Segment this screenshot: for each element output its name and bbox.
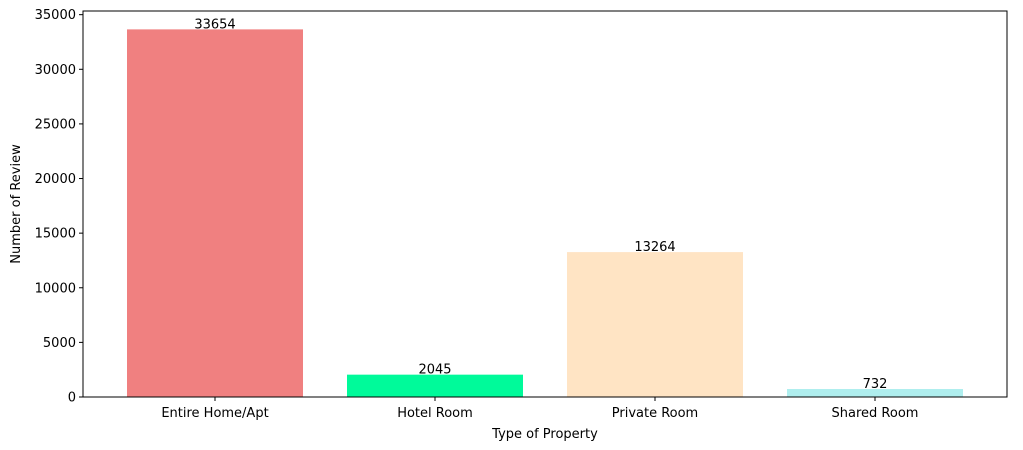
- data-label-shared-room: 732: [863, 377, 888, 392]
- x-tick-label-shared-room: Shared Room: [832, 406, 919, 421]
- y-tick-label: 15000: [35, 227, 76, 242]
- data-label-hotel-room: 2045: [418, 363, 451, 378]
- y-tick-label: 10000: [35, 281, 76, 296]
- y-tick-label: 30000: [35, 63, 76, 78]
- y-tick-label: 5000: [43, 336, 76, 351]
- data-label-entire-home-apt: 33654: [194, 17, 235, 32]
- bar-hotel-room: [347, 374, 523, 397]
- x-tick-label-hotel-room: Hotel Room: [397, 406, 473, 421]
- bars-group: [127, 29, 963, 398]
- y-axis-label: Number of Review: [9, 144, 24, 264]
- data-labels-group: 33654 2045 13264 732: [194, 17, 887, 392]
- bar-private-room: [567, 252, 743, 397]
- x-axis: Entire Home/Apt Hotel Room Private Room Sha…: [161, 397, 918, 421]
- y-tick-label: 35000: [35, 8, 76, 23]
- y-tick-label: 25000: [35, 117, 76, 132]
- y-tick-label: 20000: [35, 172, 76, 187]
- data-label-private-room: 13264: [634, 240, 675, 255]
- y-tick-label: 0: [68, 391, 76, 406]
- y-axis: 0 5000 10000 15000 20000 25000 30000 35000: [35, 8, 83, 406]
- bar-entire-home-apt: [127, 29, 303, 398]
- plot-frame: [82, 10, 1008, 398]
- x-tick-label-entire-home-apt: Entire Home/Apt: [161, 406, 268, 421]
- bar-shared-room: [787, 389, 963, 397]
- x-axis-label: Type of Property: [491, 427, 598, 442]
- x-tick-label-private-room: Private Room: [612, 406, 698, 421]
